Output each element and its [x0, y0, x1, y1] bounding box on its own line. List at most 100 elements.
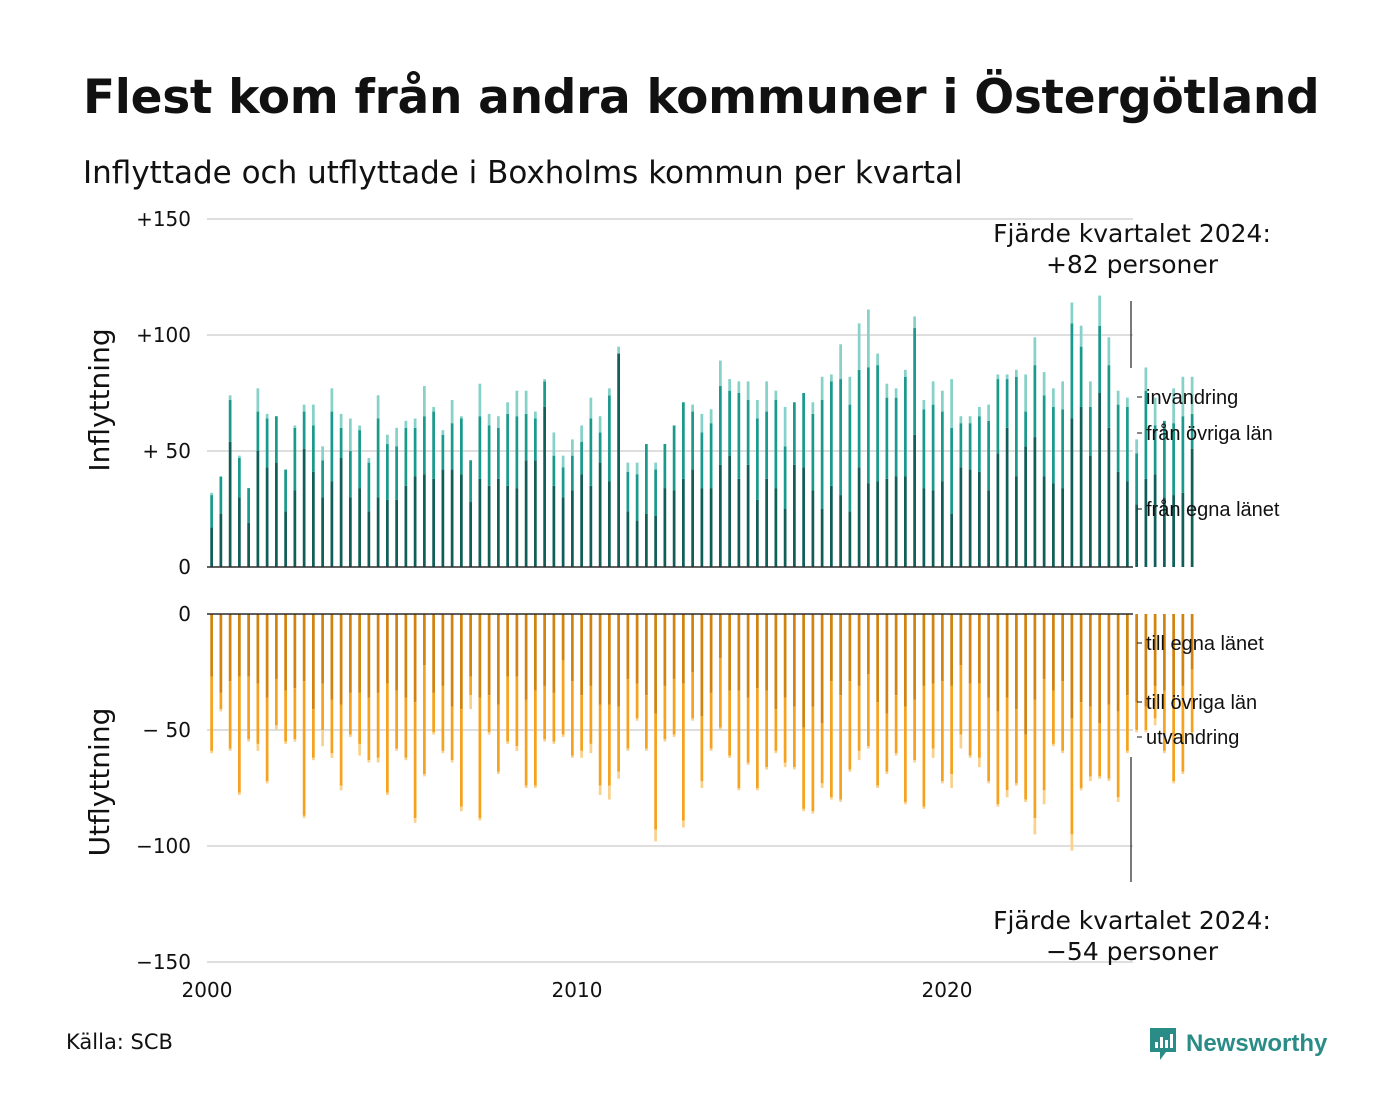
bar-from_own_county	[1061, 488, 1064, 567]
bar-to_own_county	[1061, 614, 1064, 682]
bar-from_other_counties	[210, 495, 213, 528]
bar-immigration	[1024, 374, 1027, 412]
bar-to_own_county	[1042, 614, 1046, 679]
bar-from_other_counties	[885, 397, 889, 479]
bar-to_own_county	[617, 614, 620, 707]
bar-to_other_counties	[376, 692, 380, 758]
bar-from_own_county	[1163, 497, 1166, 567]
bar-from_other_counties	[728, 390, 731, 456]
bar-to_own_county	[247, 614, 250, 677]
bar-to_own_county	[1144, 614, 1148, 707]
bar-immigration	[395, 427, 398, 447]
bar-from_other_counties	[589, 418, 593, 486]
newsworthy-logo: Newsworthy	[1148, 1024, 1327, 1064]
bar-to_other_counties	[561, 660, 565, 735]
bar-to_other_counties	[867, 674, 870, 747]
bar-emigration	[367, 760, 371, 763]
bar-emigration	[931, 748, 935, 758]
bar-from_other_counties	[691, 411, 694, 470]
bar-to_own_county	[876, 614, 879, 703]
bar-from_own_county	[376, 497, 380, 567]
bar-from_other_counties	[293, 427, 297, 491]
bar-from_other_counties	[571, 455, 574, 491]
bar-to_own_county	[774, 614, 778, 710]
bar-to_own_county	[561, 614, 565, 661]
bar-to_own_county	[515, 614, 519, 677]
bar-from_other_counties	[1190, 413, 1194, 449]
bar-to_other_counties	[524, 699, 528, 786]
bar-emigration	[728, 755, 731, 758]
ytick-label-bottom: −100	[136, 834, 191, 858]
bar-to_own_county	[228, 614, 232, 682]
legend-from-other-counties: från övriga län	[1146, 423, 1273, 445]
bar-from_other_counties	[450, 423, 454, 470]
bar-to_other_counties	[228, 681, 232, 749]
bar-emigration	[765, 767, 768, 770]
bar-from_own_county	[256, 451, 260, 567]
ytick-label-bottom: −150	[136, 950, 191, 974]
annotation-bottom-line2: −54 personer	[1046, 937, 1219, 966]
bar-emigration	[413, 818, 417, 823]
bar-to_other_counties	[857, 685, 861, 751]
bar-to_own_county	[571, 614, 574, 682]
bar-to_other_counties	[210, 676, 213, 751]
ytick-label-top: +100	[136, 323, 191, 347]
bar-to_own_county	[339, 614, 343, 705]
bar-immigration	[1052, 388, 1055, 407]
bar-to_own_county	[1153, 614, 1157, 686]
bar-from_other_counties	[1098, 325, 1101, 393]
bar-from_own_county	[746, 464, 750, 567]
bar-to_own_county	[404, 614, 408, 698]
bar-emigration	[487, 732, 491, 735]
bar-to_other_counties	[941, 681, 944, 782]
bar-to_own_county	[867, 614, 870, 675]
bar-from_other_counties	[395, 446, 398, 500]
bar-from_own_county	[922, 488, 926, 567]
bar-to_own_county	[580, 614, 583, 696]
bar-to_own_county	[330, 614, 334, 700]
bar-to_other_counties	[746, 697, 750, 763]
bar-from_other_counties	[1070, 323, 1074, 419]
bar-emigration	[830, 797, 833, 800]
bar-from_other_counties	[1135, 453, 1138, 505]
bar-to_own_county	[959, 614, 963, 666]
bar-emigration	[885, 771, 889, 775]
bar-from_own_county	[1005, 427, 1009, 567]
bar-immigration	[968, 416, 972, 424]
bar-emigration	[256, 743, 260, 751]
bar-to_own_county	[219, 614, 223, 693]
bar-from_own_county	[885, 478, 889, 567]
bar-emigration	[284, 741, 287, 744]
bar-emigration	[672, 734, 676, 737]
bar-to_other_counties	[765, 690, 768, 768]
bar-from_own_county	[913, 434, 916, 567]
bar-to_own_county	[395, 614, 398, 691]
bar-from_other_counties	[497, 427, 500, 479]
bar-from_own_county	[987, 490, 990, 567]
bar-to_own_county	[265, 614, 269, 698]
bar-immigration	[432, 406, 435, 412]
bar-emigration	[312, 757, 315, 761]
bar-immigration	[1033, 337, 1037, 366]
bar-to_other_counties	[1070, 718, 1074, 835]
bar-from_own_county	[469, 502, 472, 567]
bar-to_own_county	[765, 614, 768, 691]
bar-to_own_county	[904, 614, 907, 707]
bar-to_own_county	[478, 614, 482, 698]
bar-from_other_counties	[515, 416, 519, 489]
bar-emigration	[376, 757, 380, 763]
bar-from_other_counties	[904, 376, 907, 477]
bar-from_other_counties	[330, 411, 334, 482]
bar-to_own_county	[589, 614, 593, 686]
bar-to_other_counties	[1181, 685, 1185, 772]
bar-to_other_counties	[672, 678, 676, 735]
bar-to_other_counties	[589, 685, 593, 744]
bar-emigration	[774, 750, 778, 754]
bar-immigration	[894, 388, 898, 398]
bar-from_other_counties	[441, 434, 445, 470]
bar-emigration	[848, 769, 852, 772]
ylabel-inflow: Inflyttning	[83, 328, 116, 471]
bar-to_other_counties	[515, 676, 519, 747]
bar-from_other_counties	[534, 418, 537, 461]
bar-from_other_counties	[275, 416, 278, 463]
